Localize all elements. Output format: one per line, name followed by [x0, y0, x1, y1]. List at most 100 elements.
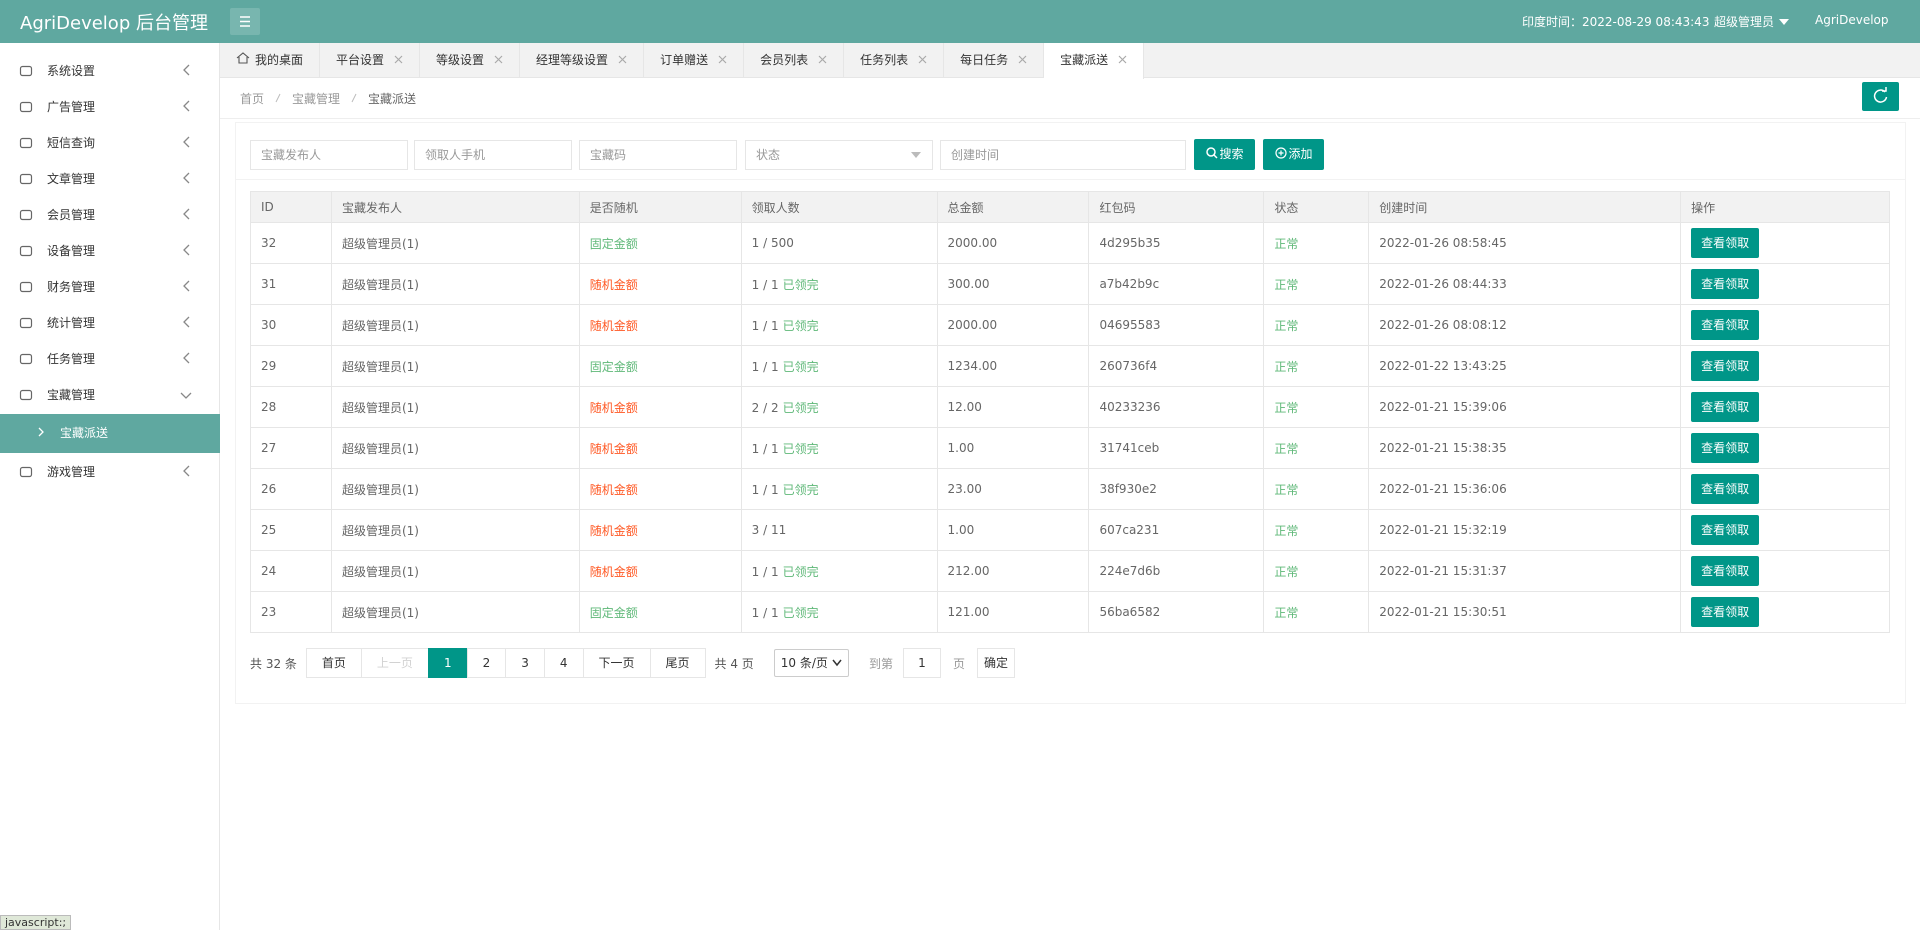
next-page[interactable]: 下一页 — [582, 648, 651, 678]
role-menu[interactable]: 超级管理员 — [1714, 13, 1790, 30]
code-cell: 56ba6582 — [1088, 591, 1265, 633]
tab-close[interactable] — [1018, 53, 1027, 67]
header-row: ID 宝藏发布人 是否随机 领取人数 总金额 红包码 状态 创建时间 操作 — [250, 191, 1890, 223]
claim-count: 1 / 1 — [751, 605, 779, 620]
tab[interactable]: 订单赠送 — [644, 43, 745, 78]
action-cell: 查看领取 — [1680, 304, 1890, 346]
total-count: 共 32 条 — [250, 656, 297, 671]
search-input[interactable]: 领取人手机 — [414, 140, 572, 170]
type-cell: 随机金额 — [578, 386, 742, 428]
page-number[interactable]: 4 — [543, 648, 584, 678]
tab-close[interactable] — [718, 53, 727, 67]
menu-item[interactable]: 任务管理 — [0, 341, 219, 377]
select-placeholder: 状态 — [756, 148, 781, 162]
crumb[interactable]: 首页 — [240, 92, 265, 106]
search-input[interactable]: 宝藏发布人 — [250, 140, 408, 170]
tab-label: 我的桌面 — [255, 53, 304, 67]
menu-label: 系统设置 — [47, 64, 96, 78]
view-button[interactable]: 查看领取 — [1691, 597, 1760, 627]
tab-close[interactable] — [918, 53, 927, 67]
view-button[interactable]: 查看领取 — [1691, 228, 1760, 258]
view-button[interactable]: 查看领取 — [1691, 556, 1760, 586]
action-cell: 查看领取 — [1680, 427, 1890, 469]
menu-item[interactable]: 宝藏管理 — [0, 377, 219, 413]
menu-item[interactable]: 文章管理 — [0, 161, 219, 197]
confirm-button[interactable]: 确定 — [976, 648, 1015, 678]
refresh-button[interactable] — [1862, 82, 1899, 111]
status-cell: 正常 — [1263, 468, 1370, 510]
tab-close[interactable] — [818, 53, 827, 67]
tab[interactable]: 平台设置 — [320, 43, 421, 78]
view-button[interactable]: 查看领取 — [1691, 310, 1760, 340]
tab[interactable]: 我的桌面 — [220, 43, 321, 78]
first-page[interactable]: 首页 — [305, 648, 362, 678]
publisher-cell: 超级管理员(1) — [330, 263, 580, 305]
column-header: ID — [250, 191, 332, 223]
amount-cell: 121.00 — [936, 591, 1090, 633]
tab-close[interactable] — [494, 53, 503, 67]
publisher-cell: 超级管理员(1) — [330, 222, 580, 264]
page-size[interactable]: 10 条/页 — [773, 649, 849, 677]
date-input[interactable]: 创建时间 — [940, 140, 1186, 170]
table-row: 29 超级管理员(1) 固定金额 1 / 1 已领完 1234.00 260736f4 正常 2… — [250, 345, 1890, 387]
view-button[interactable]: 查看领取 — [1691, 474, 1760, 504]
count-cell: 1 / 1 已领完 — [740, 591, 938, 633]
tab[interactable]: 会员列表 — [744, 43, 845, 78]
menu-toggle[interactable] — [230, 8, 260, 35]
menu-item[interactable]: 统计管理 — [0, 305, 219, 341]
page-number[interactable]: 1 — [427, 648, 468, 678]
tab[interactable]: 宝藏派送 — [1044, 43, 1145, 79]
tab-close[interactable] — [618, 53, 627, 67]
tab[interactable]: 经理等级设置 — [520, 43, 645, 78]
menu-arrow — [182, 162, 190, 198]
submenu-item[interactable]: 宝藏派送 — [0, 414, 220, 453]
menu-icon — [19, 164, 33, 200]
search-input[interactable]: 宝藏码 — [579, 140, 737, 170]
publisher-cell: 超级管理员(1) — [330, 550, 580, 592]
table-row: 27 超级管理员(1) 随机金额 1 / 1 已领完 1.00 31741ceb 正常 2022… — [250, 427, 1890, 469]
goto-input[interactable]: 1 — [902, 648, 941, 678]
view-button[interactable]: 查看领取 — [1691, 515, 1760, 545]
menu-item[interactable]: 广告管理 — [0, 89, 219, 125]
id-cell: 24 — [250, 550, 332, 592]
search-button[interactable]: 搜索 — [1194, 139, 1255, 170]
status-select[interactable]: 状态 — [745, 140, 933, 170]
menu-item[interactable]: 财务管理 — [0, 269, 219, 305]
menu-item[interactable]: 游戏管理 — [0, 454, 219, 490]
view-button[interactable]: 查看领取 — [1691, 392, 1760, 422]
menu-item[interactable]: 会员管理 — [0, 197, 219, 233]
menu-icon — [19, 236, 33, 272]
code-cell: 260736f4 — [1088, 345, 1265, 387]
tab[interactable]: 任务列表 — [844, 43, 945, 78]
menu-arrow — [182, 126, 190, 162]
page-number[interactable]: 3 — [505, 648, 545, 678]
tab-close[interactable] — [1118, 53, 1127, 67]
status-cell: 正常 — [1263, 427, 1370, 469]
tab[interactable]: 等级设置 — [420, 43, 521, 78]
code-cell: 38f930e2 — [1088, 468, 1265, 510]
view-button[interactable]: 查看领取 — [1691, 351, 1760, 381]
time-cell: 2022-01-21 15:30:51 — [1368, 591, 1682, 633]
menu-item[interactable]: 短信查询 — [0, 125, 219, 161]
tab[interactable]: 每日任务 — [944, 43, 1045, 78]
column-header: 领取人数 — [740, 191, 938, 223]
tab-close[interactable] — [394, 53, 403, 67]
menu-label: 任务管理 — [47, 352, 96, 366]
menu-label: 财务管理 — [47, 280, 96, 294]
crumb[interactable]: 宝藏管理 — [292, 92, 341, 106]
column-header: 创建时间 — [1368, 191, 1682, 223]
page-number[interactable]: 2 — [466, 648, 507, 678]
add-button[interactable]: 添加 — [1263, 139, 1324, 170]
last-page[interactable]: 尾页 — [649, 648, 706, 678]
menu-label: 广告管理 — [47, 100, 96, 114]
menu-label: 宝藏管理 — [47, 388, 96, 402]
time-cell: 2022-01-21 15:39:06 — [1368, 386, 1682, 428]
user-name[interactable]: AgriDevelop — [1815, 13, 1889, 27]
view-button[interactable]: 查看领取 — [1691, 433, 1760, 463]
view-button[interactable]: 查看领取 — [1691, 269, 1760, 299]
menu-item[interactable]: 设备管理 — [0, 233, 219, 269]
page-size-caret — [832, 656, 842, 670]
app-title: AgriDevelop 后台管理 — [20, 13, 208, 34]
menu-item[interactable]: 系统设置 — [0, 53, 219, 89]
